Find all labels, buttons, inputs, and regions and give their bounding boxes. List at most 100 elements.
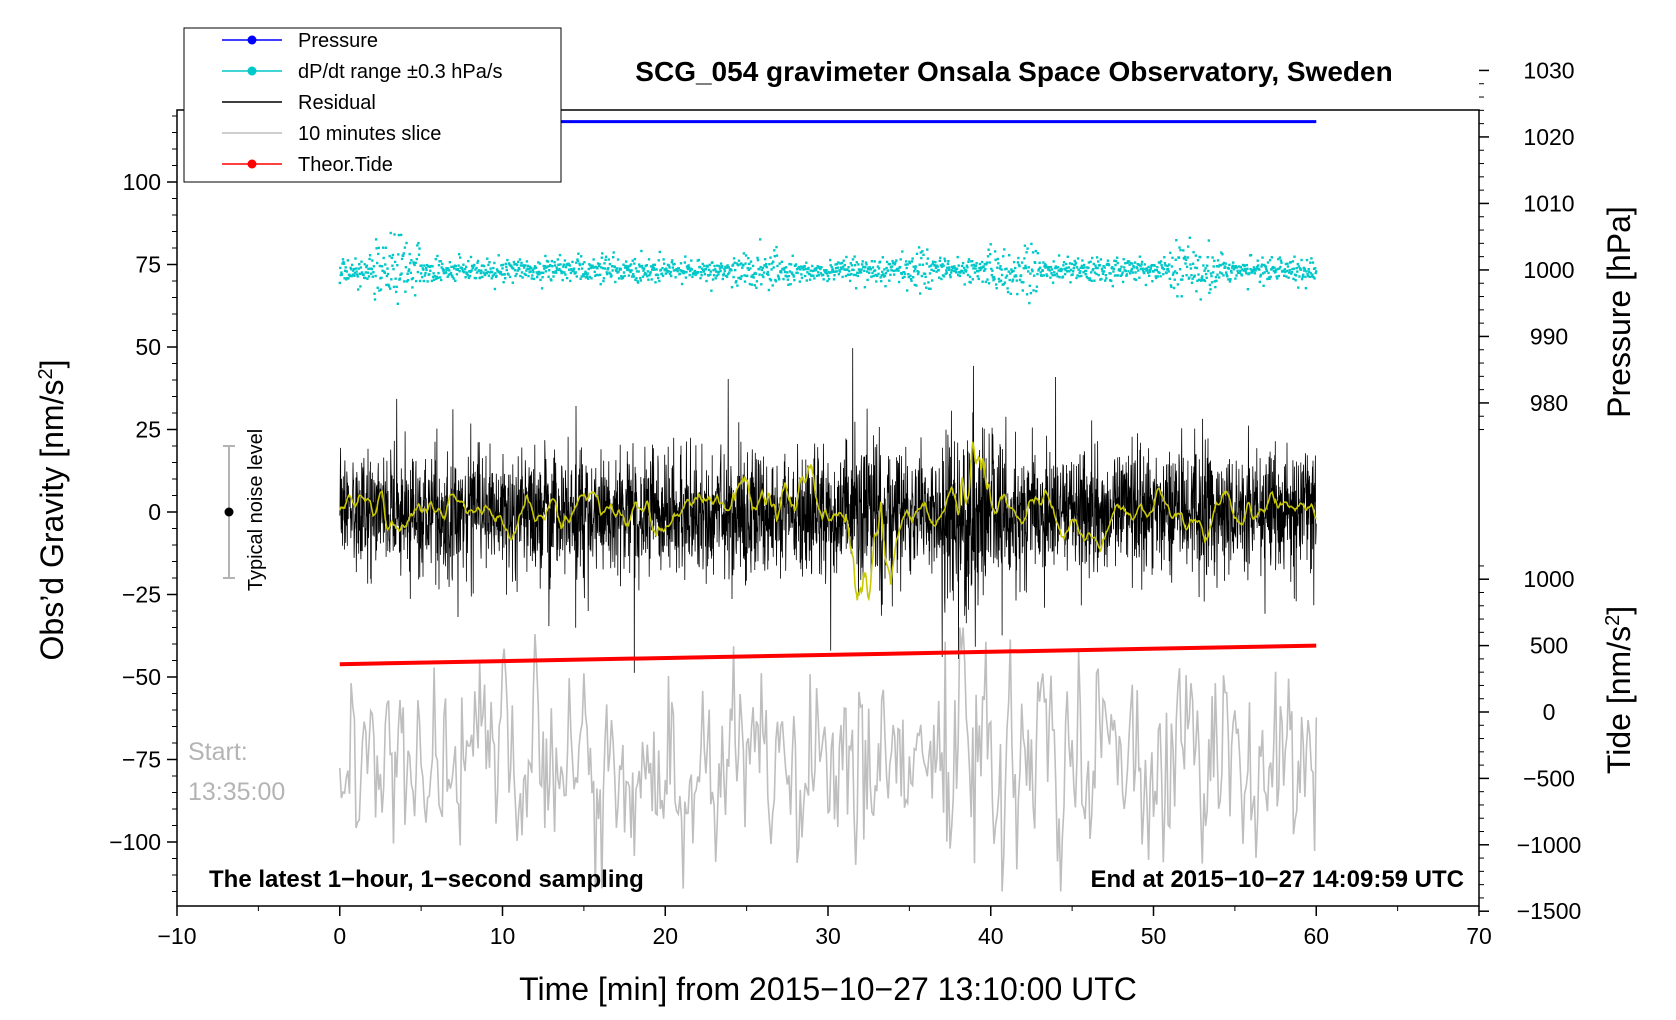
dpdt-point bbox=[787, 275, 791, 278]
dpdt-point bbox=[770, 268, 773, 271]
dpdt-point bbox=[1087, 266, 1090, 270]
dpdt-point bbox=[718, 264, 721, 268]
dpdt-point bbox=[945, 271, 948, 274]
dpdt-point bbox=[906, 263, 909, 266]
dpdt-point bbox=[980, 260, 984, 264]
dpdt-point bbox=[403, 246, 407, 249]
dpdt-point bbox=[1092, 262, 1095, 266]
dpdt-point bbox=[580, 255, 583, 258]
dpdt-point bbox=[1064, 268, 1067, 272]
dpdt-point bbox=[617, 270, 620, 273]
dpdt-point bbox=[508, 275, 512, 279]
dpdt-point bbox=[1242, 269, 1245, 272]
dpdt-point bbox=[1212, 265, 1215, 268]
dpdt-point bbox=[683, 261, 686, 264]
dpdt-point bbox=[892, 269, 895, 273]
dpdt-point bbox=[759, 265, 762, 269]
dpdt-point bbox=[1111, 266, 1114, 269]
dpdt-point bbox=[683, 270, 686, 273]
dpdt-point bbox=[1155, 276, 1158, 280]
dpdt-point bbox=[1295, 266, 1298, 270]
dpdt-point bbox=[1057, 269, 1060, 272]
dpdt-point bbox=[662, 258, 665, 261]
dpdt-point bbox=[783, 270, 787, 274]
dpdt-point bbox=[913, 270, 916, 273]
dpdt-point bbox=[861, 260, 864, 263]
dpdt-point bbox=[356, 275, 359, 278]
dpdt-point bbox=[635, 270, 639, 273]
dpdt-point bbox=[844, 268, 847, 271]
dpdt-point bbox=[730, 286, 734, 289]
dpdt-point bbox=[475, 271, 479, 274]
dpdt-point bbox=[688, 273, 691, 277]
dpdt-point bbox=[736, 264, 740, 267]
dpdt-point bbox=[1286, 262, 1289, 265]
dpdt-point bbox=[995, 287, 998, 290]
dpdt-point bbox=[1018, 264, 1021, 268]
dpdt-point bbox=[855, 261, 858, 264]
dpdt-point bbox=[1042, 261, 1045, 264]
dpdt-point bbox=[733, 261, 736, 264]
dpdt-point bbox=[1178, 246, 1181, 249]
dpdt-point bbox=[532, 277, 536, 281]
dpdt-point bbox=[604, 258, 607, 261]
dpdt-point bbox=[563, 271, 566, 274]
dpdt-point bbox=[1206, 256, 1209, 259]
dpdt-point bbox=[1129, 261, 1132, 265]
dpdt-point bbox=[971, 260, 974, 263]
dpdt-point bbox=[471, 267, 474, 270]
dpdt-point bbox=[426, 280, 429, 283]
dpdt-point bbox=[554, 270, 557, 273]
tide-tick-label: −1500 bbox=[1517, 898, 1582, 924]
dpdt-point bbox=[1226, 275, 1229, 278]
dpdt-point bbox=[605, 271, 608, 274]
dpdt-point bbox=[874, 269, 877, 272]
dpdt-point bbox=[769, 279, 773, 282]
dpdt-point bbox=[641, 275, 645, 278]
dpdt-point bbox=[456, 268, 460, 271]
dpdt-point bbox=[1015, 279, 1018, 282]
dpdt-point bbox=[457, 253, 461, 256]
dpdt-point bbox=[494, 272, 497, 275]
dpdt-point bbox=[827, 277, 831, 281]
dpdt-point bbox=[1183, 257, 1186, 260]
dpdt-point bbox=[568, 268, 571, 271]
dpdt-point bbox=[602, 279, 605, 283]
dpdt-point bbox=[851, 258, 855, 261]
dpdt-point bbox=[657, 276, 660, 280]
dpdt-point bbox=[1113, 259, 1116, 262]
dpdt-point bbox=[636, 281, 640, 284]
dpdt-point bbox=[748, 282, 752, 286]
dpdt-point bbox=[1062, 264, 1065, 267]
dpdt-point bbox=[917, 246, 921, 249]
dpdt-point bbox=[1030, 242, 1033, 246]
dpdt-point bbox=[956, 255, 959, 259]
dpdt-point bbox=[482, 271, 485, 274]
dpdt-point bbox=[1131, 262, 1134, 265]
dpdt-point bbox=[484, 268, 487, 272]
dpdt-point bbox=[1138, 276, 1141, 279]
dpdt-point bbox=[775, 254, 779, 257]
dpdt-point bbox=[546, 265, 549, 268]
dpdt-point bbox=[820, 266, 823, 269]
dpdt-point bbox=[543, 265, 546, 268]
dpdt-point bbox=[768, 263, 771, 266]
tide-tick-label: −500 bbox=[1523, 765, 1575, 791]
dpdt-point bbox=[367, 267, 370, 271]
dpdt-point bbox=[452, 277, 455, 280]
dpdt-point bbox=[1201, 275, 1204, 278]
dpdt-point bbox=[881, 270, 884, 273]
dpdt-point bbox=[670, 261, 673, 264]
dpdt-point bbox=[916, 272, 920, 276]
dpdt-point bbox=[1020, 280, 1023, 284]
y-axis-title-left: Obs’d Gravity [nm/s2] bbox=[34, 360, 70, 661]
dpdt-point bbox=[875, 280, 878, 283]
y-tick-label-left: 100 bbox=[123, 169, 161, 195]
dpdt-point bbox=[974, 267, 977, 270]
dpdt-point bbox=[1221, 253, 1224, 256]
dpdt-point bbox=[685, 271, 688, 274]
dpdt-point bbox=[660, 272, 664, 275]
dpdt-point bbox=[1138, 255, 1142, 258]
dpdt-point bbox=[747, 268, 750, 271]
dpdt-point bbox=[703, 264, 706, 268]
